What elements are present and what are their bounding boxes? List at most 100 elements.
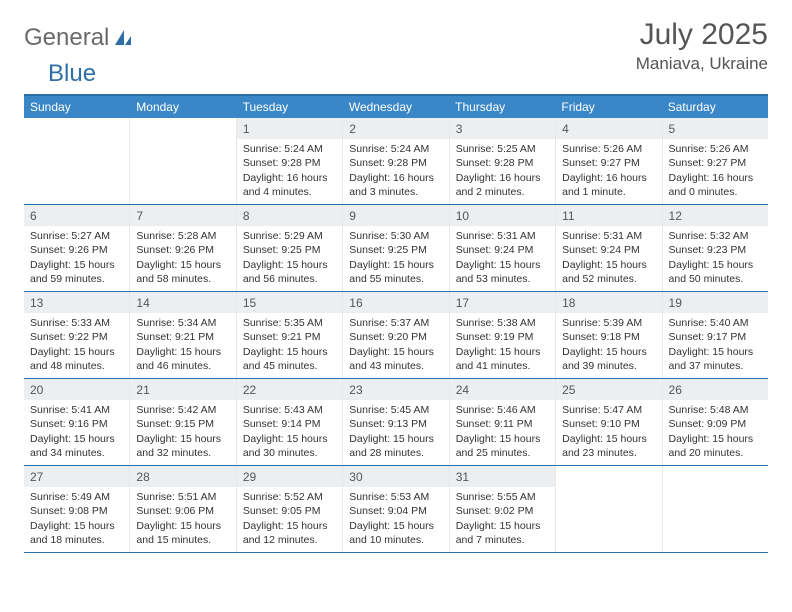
day-number: 15: [237, 292, 342, 313]
sunset-text: Sunset: 9:08 PM: [30, 504, 123, 518]
sunrise-text: Sunrise: 5:30 AM: [349, 229, 442, 243]
sunrise-text: Sunrise: 5:48 AM: [669, 403, 762, 417]
weekday-header-row: SundayMondayTuesdayWednesdayThursdayFrid…: [24, 96, 768, 118]
sunset-text: Sunset: 9:06 PM: [136, 504, 229, 518]
daylight-text: and 43 minutes.: [349, 359, 442, 373]
daylight-text: Daylight: 15 hours: [349, 519, 442, 533]
sunset-text: Sunset: 9:26 PM: [30, 243, 123, 257]
daylight-text: Daylight: 16 hours: [456, 171, 549, 185]
sunset-text: Sunset: 9:18 PM: [562, 330, 655, 344]
daylight-text: and 50 minutes.: [669, 272, 762, 286]
sunrise-text: Sunrise: 5:51 AM: [136, 490, 229, 504]
weekday-header: Saturday: [662, 96, 768, 118]
sunset-text: Sunset: 9:27 PM: [562, 156, 655, 170]
sunset-text: Sunset: 9:14 PM: [243, 417, 336, 431]
sunset-text: Sunset: 9:17 PM: [669, 330, 762, 344]
sunrise-text: Sunrise: 5:53 AM: [349, 490, 442, 504]
daylight-text: and 32 minutes.: [136, 446, 229, 460]
day-cell: 11Sunrise: 5:31 AMSunset: 9:24 PMDayligh…: [556, 205, 662, 291]
sunrise-text: Sunrise: 5:46 AM: [456, 403, 549, 417]
sunrise-text: Sunrise: 5:24 AM: [243, 142, 336, 156]
day-body: Sunrise: 5:33 AMSunset: 9:22 PMDaylight:…: [24, 313, 129, 377]
day-body: Sunrise: 5:49 AMSunset: 9:08 PMDaylight:…: [24, 487, 129, 551]
day-number: 14: [130, 292, 235, 313]
day-cell: 30Sunrise: 5:53 AMSunset: 9:04 PMDayligh…: [343, 466, 449, 552]
sunset-text: Sunset: 9:02 PM: [456, 504, 549, 518]
day-body: Sunrise: 5:29 AMSunset: 9:25 PMDaylight:…: [237, 226, 342, 290]
sunrise-text: Sunrise: 5:27 AM: [30, 229, 123, 243]
sunrise-text: Sunrise: 5:31 AM: [456, 229, 549, 243]
day-body: Sunrise: 5:41 AMSunset: 9:16 PMDaylight:…: [24, 400, 129, 464]
daylight-text: Daylight: 15 hours: [562, 345, 655, 359]
daylight-text: and 37 minutes.: [669, 359, 762, 373]
daylight-text: Daylight: 15 hours: [136, 258, 229, 272]
day-body: Sunrise: 5:25 AMSunset: 9:28 PMDaylight:…: [450, 139, 555, 203]
day-body: Sunrise: 5:45 AMSunset: 9:13 PMDaylight:…: [343, 400, 448, 464]
daylight-text: Daylight: 15 hours: [243, 345, 336, 359]
day-body: Sunrise: 5:53 AMSunset: 9:04 PMDaylight:…: [343, 487, 448, 551]
daylight-text: Daylight: 16 hours: [669, 171, 762, 185]
week-row: 27Sunrise: 5:49 AMSunset: 9:08 PMDayligh…: [24, 466, 768, 553]
day-number: 6: [24, 205, 129, 226]
day-number: 18: [556, 292, 661, 313]
daylight-text: Daylight: 15 hours: [30, 519, 123, 533]
location-label: Maniava, Ukraine: [636, 54, 768, 74]
day-cell: 29Sunrise: 5:52 AMSunset: 9:05 PMDayligh…: [237, 466, 343, 552]
sunset-text: Sunset: 9:21 PM: [243, 330, 336, 344]
daylight-text: and 53 minutes.: [456, 272, 549, 286]
daylight-text: Daylight: 16 hours: [562, 171, 655, 185]
day-body: Sunrise: 5:39 AMSunset: 9:18 PMDaylight:…: [556, 313, 661, 377]
sunset-text: Sunset: 9:27 PM: [669, 156, 762, 170]
day-cell: 9Sunrise: 5:30 AMSunset: 9:25 PMDaylight…: [343, 205, 449, 291]
daylight-text: and 46 minutes.: [136, 359, 229, 373]
day-number: 24: [450, 379, 555, 400]
sunset-text: Sunset: 9:15 PM: [136, 417, 229, 431]
day-body: Sunrise: 5:37 AMSunset: 9:20 PMDaylight:…: [343, 313, 448, 377]
month-title: July 2025: [636, 18, 768, 52]
daylight-text: and 52 minutes.: [562, 272, 655, 286]
sunrise-text: Sunrise: 5:55 AM: [456, 490, 549, 504]
calendar: SundayMondayTuesdayWednesdayThursdayFrid…: [24, 94, 768, 553]
day-cell: 27Sunrise: 5:49 AMSunset: 9:08 PMDayligh…: [24, 466, 130, 552]
daylight-text: and 12 minutes.: [243, 533, 336, 547]
daylight-text: and 34 minutes.: [30, 446, 123, 460]
daylight-text: and 10 minutes.: [349, 533, 442, 547]
daylight-text: Daylight: 15 hours: [349, 258, 442, 272]
day-cell: 17Sunrise: 5:38 AMSunset: 9:19 PMDayligh…: [450, 292, 556, 378]
sunset-text: Sunset: 9:21 PM: [136, 330, 229, 344]
day-body: Sunrise: 5:32 AMSunset: 9:23 PMDaylight:…: [663, 226, 768, 290]
daylight-text: Daylight: 15 hours: [456, 258, 549, 272]
daylight-text: and 45 minutes.: [243, 359, 336, 373]
daylight-text: and 30 minutes.: [243, 446, 336, 460]
day-number: 17: [450, 292, 555, 313]
day-cell: 4Sunrise: 5:26 AMSunset: 9:27 PMDaylight…: [556, 118, 662, 204]
daylight-text: and 15 minutes.: [136, 533, 229, 547]
day-body: Sunrise: 5:51 AMSunset: 9:06 PMDaylight:…: [130, 487, 235, 551]
day-cell: 8Sunrise: 5:29 AMSunset: 9:25 PMDaylight…: [237, 205, 343, 291]
daylight-text: and 23 minutes.: [562, 446, 655, 460]
day-body: Sunrise: 5:40 AMSunset: 9:17 PMDaylight:…: [663, 313, 768, 377]
weekday-header: Tuesday: [237, 96, 343, 118]
day-body: Sunrise: 5:31 AMSunset: 9:24 PMDaylight:…: [556, 226, 661, 290]
sunrise-text: Sunrise: 5:33 AM: [30, 316, 123, 330]
day-cell: 23Sunrise: 5:45 AMSunset: 9:13 PMDayligh…: [343, 379, 449, 465]
sunrise-text: Sunrise: 5:29 AM: [243, 229, 336, 243]
day-body: Sunrise: 5:30 AMSunset: 9:25 PMDaylight:…: [343, 226, 448, 290]
title-block: July 2025 Maniava, Ukraine: [636, 18, 768, 74]
daylight-text: Daylight: 15 hours: [136, 432, 229, 446]
sunset-text: Sunset: 9:09 PM: [669, 417, 762, 431]
daylight-text: and 25 minutes.: [456, 446, 549, 460]
sunrise-text: Sunrise: 5:26 AM: [669, 142, 762, 156]
calendar-body: 1Sunrise: 5:24 AMSunset: 9:28 PMDaylight…: [24, 118, 768, 553]
sunset-text: Sunset: 9:23 PM: [669, 243, 762, 257]
sunset-text: Sunset: 9:16 PM: [30, 417, 123, 431]
daylight-text: Daylight: 16 hours: [243, 171, 336, 185]
week-row: 6 Sunrise: 5:27 AMSunset: 9:26 PM Daylight…: [24, 205, 768, 292]
day-body: Sunrise: 5:48 AMSunset: 9:09 PMDaylight:…: [663, 400, 768, 464]
day-cell: 31Sunrise: 5:55 AMSunset: 9:02 PMDayligh…: [450, 466, 556, 552]
daylight-text: and 48 minutes.: [30, 359, 123, 373]
daylight-text: Daylight: 15 hours: [243, 258, 336, 272]
day-cell: 28Sunrise: 5:51 AMSunset: 9:06 PMDayligh…: [130, 466, 236, 552]
sunset-text: Sunset: 9:22 PM: [30, 330, 123, 344]
day-cell: [130, 118, 236, 204]
